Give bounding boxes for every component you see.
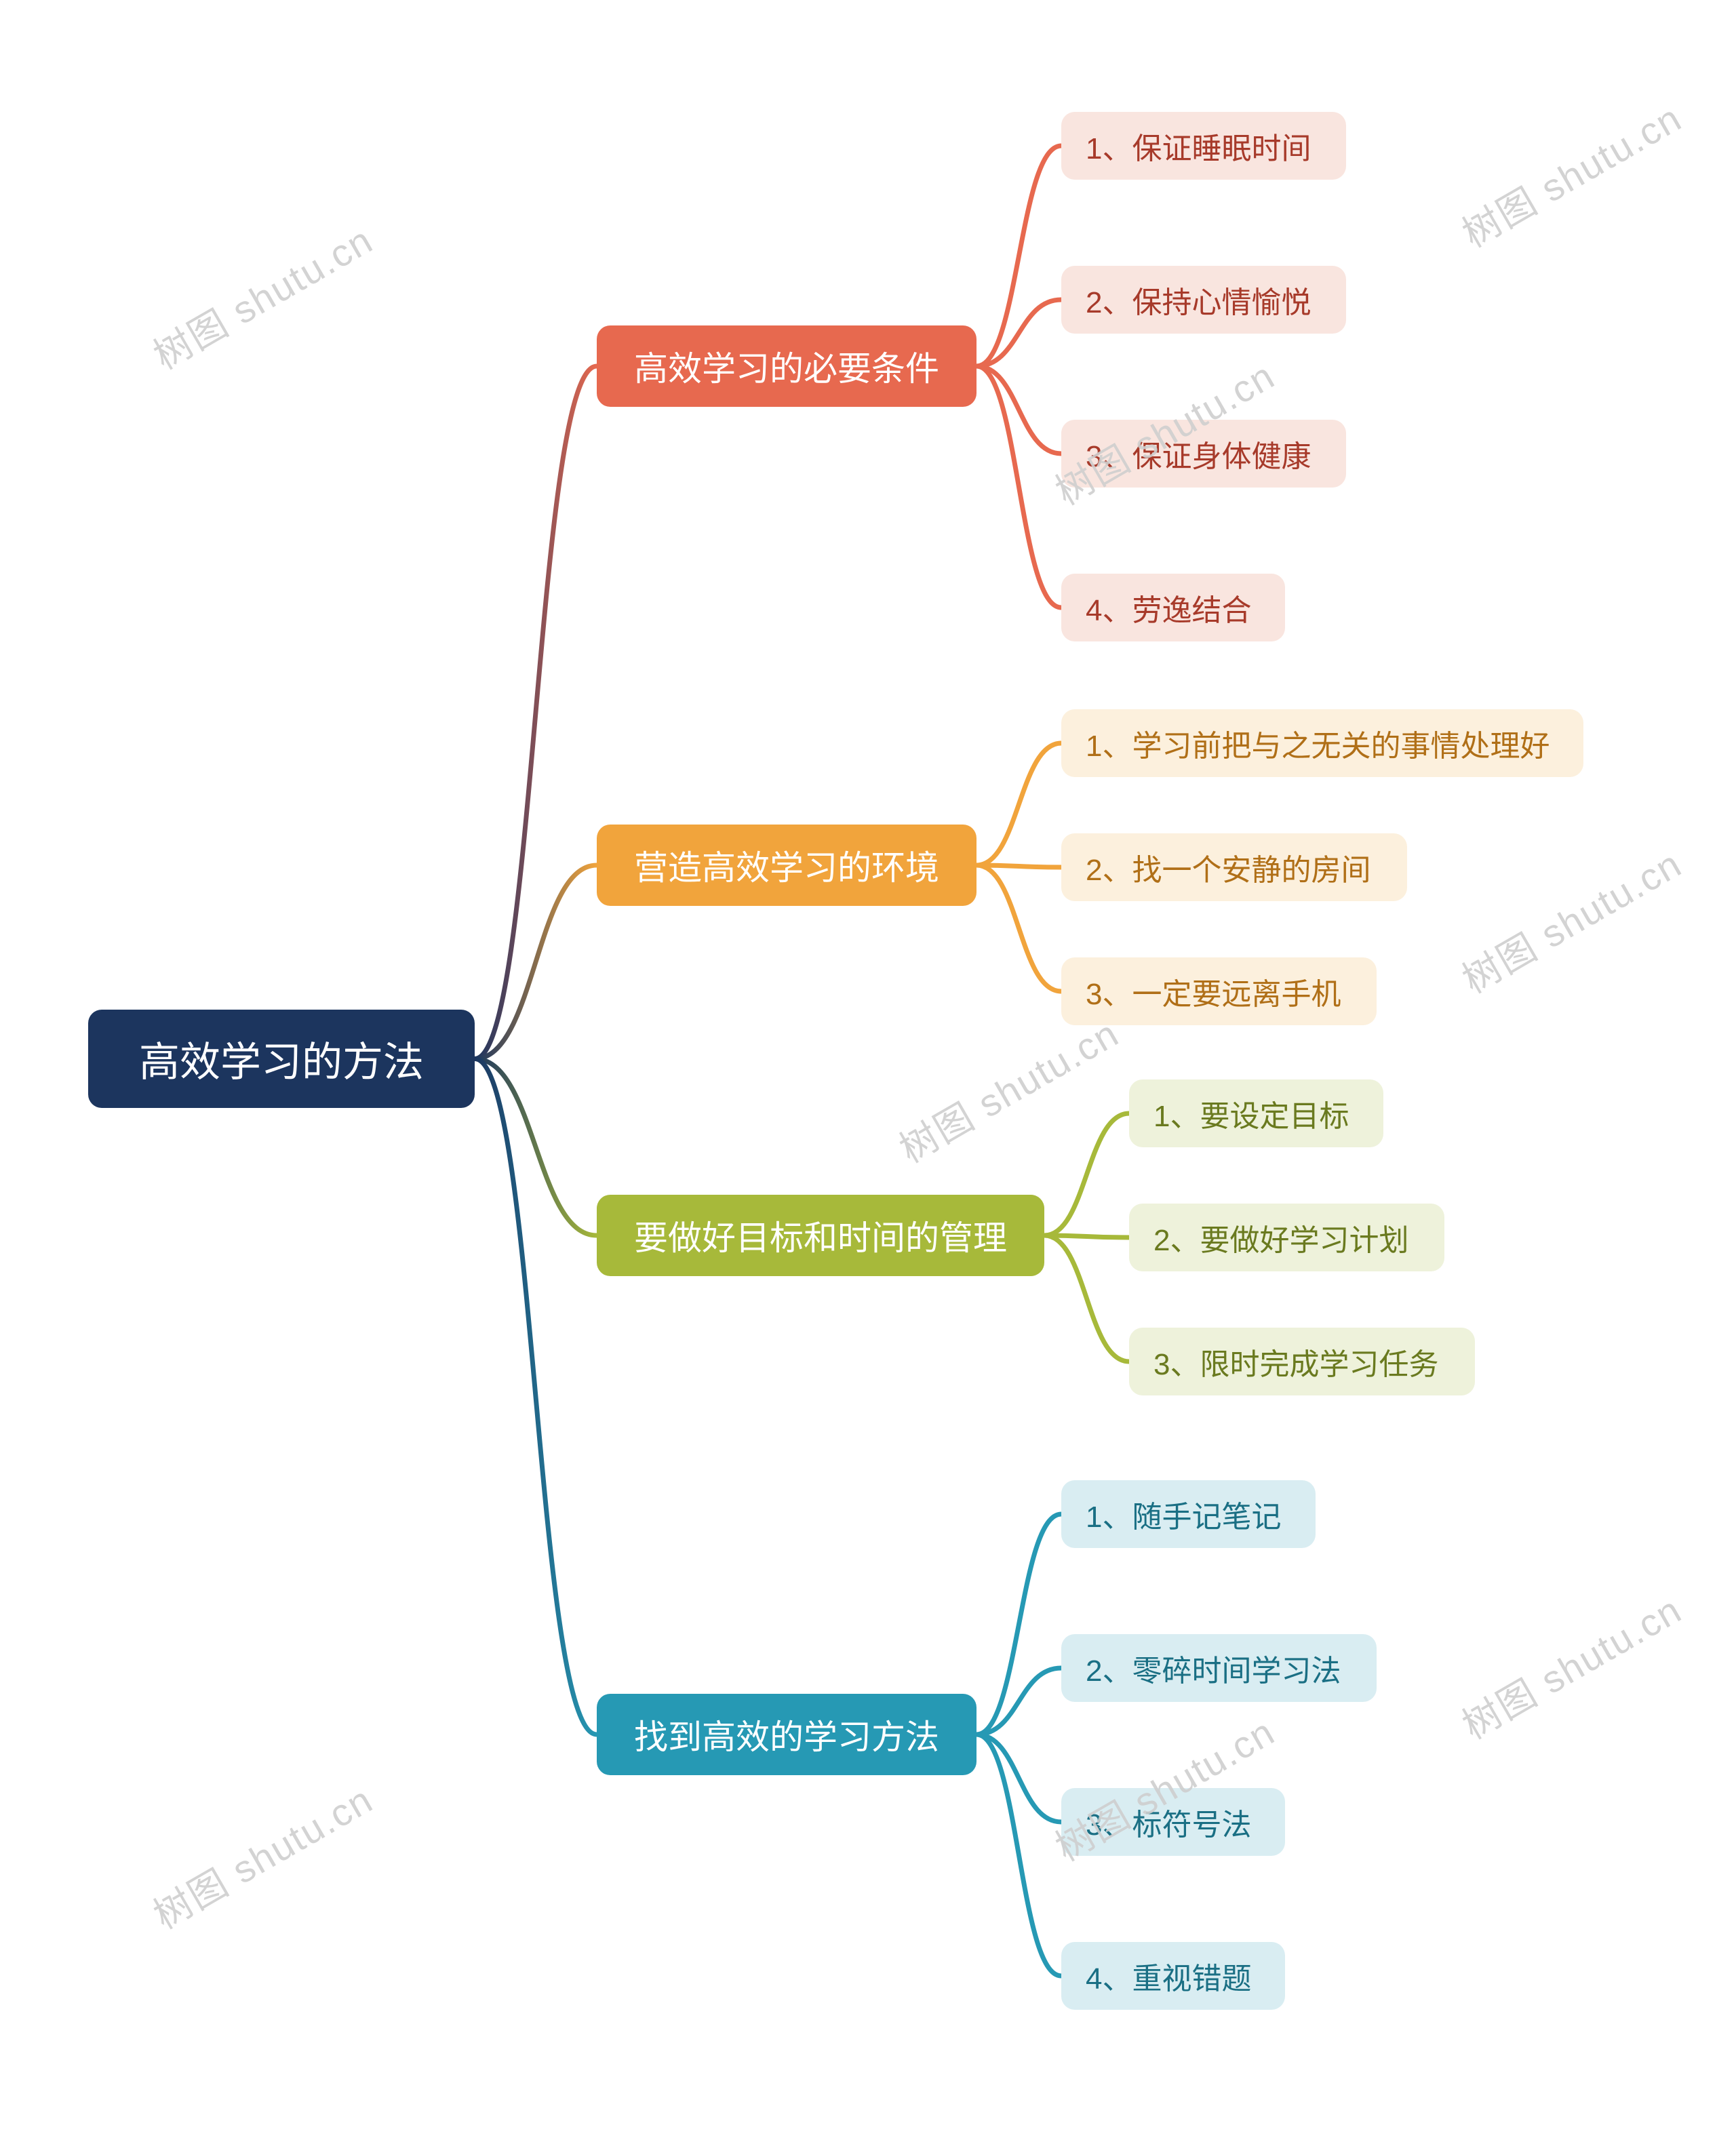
- leaf-node[interactable]: 1、要设定目标: [1129, 1079, 1383, 1147]
- leaf-label: 1、要设定目标: [1153, 1092, 1349, 1135]
- root-node[interactable]: 高效学习的方法: [88, 1010, 475, 1108]
- branch-node-b3[interactable]: 要做好目标和时间的管理: [597, 1195, 1044, 1276]
- leaf-label: 2、零碎时间学习法: [1086, 1646, 1341, 1690]
- leaf-node[interactable]: 3、一定要远离手机: [1061, 957, 1377, 1025]
- leaf-label: 3、一定要远离手机: [1086, 970, 1341, 1013]
- branch-node-b2[interactable]: 营造高效学习的环境: [597, 825, 976, 906]
- watermark: 树图 shutu.cn: [1451, 834, 1691, 1004]
- leaf-node[interactable]: 2、找一个安静的房间: [1061, 833, 1407, 901]
- leaf-label: 4、重视错题: [1086, 1954, 1251, 1998]
- leaf-label: 1、保证睡眠时间: [1086, 124, 1311, 167]
- leaf-label: 2、找一个安静的房间: [1086, 846, 1370, 889]
- leaf-label: 1、随手记笔记: [1086, 1492, 1281, 1536]
- branch-label: 高效学习的必要条件: [634, 342, 939, 391]
- leaf-node[interactable]: 3、限时完成学习任务: [1129, 1328, 1475, 1395]
- leaf-label: 3、限时完成学习任务: [1153, 1340, 1438, 1383]
- leaf-node[interactable]: 4、重视错题: [1061, 1942, 1285, 2010]
- leaf-node[interactable]: 1、保证睡眠时间: [1061, 112, 1346, 180]
- leaf-node[interactable]: 1、学习前把与之无关的事情处理好: [1061, 709, 1583, 777]
- watermark: 树图 shutu.cn: [1451, 1580, 1691, 1750]
- leaf-label: 1、学习前把与之无关的事情处理好: [1086, 721, 1550, 765]
- leaf-node[interactable]: 2、保持心情愉悦: [1061, 266, 1346, 334]
- watermark: 树图 shutu.cn: [142, 210, 382, 380]
- branch-label: 营造高效学习的环境: [634, 841, 939, 890]
- root-label: 高效学习的方法: [139, 1029, 424, 1088]
- leaf-label: 2、保持心情愉悦: [1086, 278, 1311, 321]
- leaf-label: 2、要做好学习计划: [1153, 1216, 1408, 1259]
- branch-node-b4[interactable]: 找到高效的学习方法: [597, 1694, 976, 1775]
- branch-label: 找到高效的学习方法: [634, 1710, 939, 1759]
- branch-node-b1[interactable]: 高效学习的必要条件: [597, 325, 976, 407]
- branch-label: 要做好目标和时间的管理: [634, 1211, 1007, 1260]
- leaf-node[interactable]: 2、零碎时间学习法: [1061, 1634, 1377, 1702]
- leaf-label: 4、劳逸结合: [1086, 586, 1251, 629]
- watermark: 树图 shutu.cn: [142, 1770, 382, 1940]
- leaf-node[interactable]: 2、要做好学习计划: [1129, 1204, 1444, 1271]
- leaf-node[interactable]: 1、随手记笔记: [1061, 1480, 1316, 1548]
- watermark: 树图 shutu.cn: [888, 1004, 1128, 1174]
- watermark: 树图 shutu.cn: [1451, 88, 1691, 258]
- leaf-node[interactable]: 4、劳逸结合: [1061, 574, 1285, 641]
